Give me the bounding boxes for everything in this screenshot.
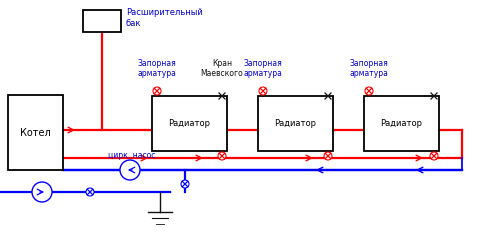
- Bar: [364, 96, 439, 151]
- Circle shape: [32, 182, 52, 202]
- Text: Радиатор: Радиатор: [168, 119, 211, 128]
- Text: Расширительный
бак: Расширительный бак: [126, 8, 203, 28]
- Circle shape: [259, 87, 267, 95]
- Text: Радиатор: Радиатор: [275, 119, 316, 128]
- Text: Запорная
арматура: Запорная арматура: [243, 59, 282, 78]
- Bar: [8, 95, 63, 170]
- Circle shape: [181, 180, 189, 188]
- Bar: [258, 96, 333, 151]
- Circle shape: [86, 188, 94, 196]
- Circle shape: [153, 87, 161, 95]
- Text: Кран
Маевского: Кран Маевского: [201, 59, 243, 78]
- Text: Запорная
арматура: Запорная арматура: [138, 59, 177, 78]
- Circle shape: [324, 152, 332, 160]
- Text: Запорная
арматура: Запорная арматура: [349, 59, 388, 78]
- Text: цирк. насос: цирк. насос: [108, 152, 156, 161]
- Bar: [83, 10, 121, 32]
- Text: Радиатор: Радиатор: [381, 119, 422, 128]
- Circle shape: [120, 160, 140, 180]
- Circle shape: [365, 87, 373, 95]
- Circle shape: [218, 152, 226, 160]
- Text: Котел: Котел: [20, 128, 51, 137]
- Circle shape: [430, 152, 438, 160]
- Bar: [152, 96, 227, 151]
